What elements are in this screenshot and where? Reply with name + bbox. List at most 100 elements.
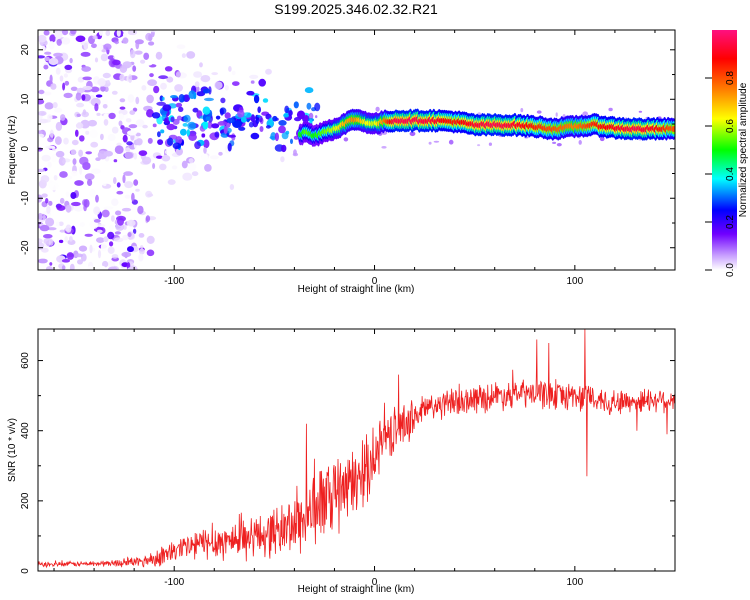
- spectrogram-cell: [192, 107, 199, 113]
- spectrogram-cell: [61, 259, 71, 263]
- spectrogram-cell: [113, 237, 124, 243]
- spectrogram-cell: [255, 116, 260, 125]
- spectrogram-cell: [109, 241, 114, 247]
- spectrogram-cell: [121, 251, 132, 258]
- spectrogram-cell: [194, 141, 201, 150]
- spectrogram-cell: [608, 107, 613, 112]
- spectrogram-cell: [43, 234, 53, 239]
- spectrogram-cell: [175, 71, 181, 78]
- spectrogram-cell: [193, 92, 197, 100]
- spectrogram-cell: [240, 116, 247, 123]
- spectrogram-cell: [101, 209, 110, 218]
- spectrogram-cell: [124, 151, 135, 159]
- spectrogram-cell: [38, 168, 46, 173]
- spectrogram-cell: [226, 117, 235, 124]
- spectrogram-cell: [133, 179, 139, 186]
- spectrogram-cell: [194, 81, 200, 88]
- spectrogram-cell: [599, 136, 605, 142]
- spectrogram-cell: [127, 246, 134, 253]
- spectrogram-cell: [49, 34, 56, 43]
- spectrogram-cell: [71, 139, 79, 146]
- spectrogram-cell: [219, 108, 224, 116]
- spectrogram-y-axis: -20 -10 0 10 20: [20, 44, 675, 255]
- spectrogram-cell: [121, 207, 132, 212]
- spectrogram-cell: [41, 193, 48, 198]
- spectrogram-cell: [166, 76, 174, 83]
- spectrogram-cell: [55, 121, 63, 131]
- spectrogram-x-label: Height of straight line (km): [298, 284, 415, 295]
- spectrogram-cell: [128, 74, 133, 83]
- x-tick-label: -100: [164, 577, 184, 588]
- spectrogram-cell: [91, 168, 101, 174]
- spectrogram-cell: [242, 112, 252, 118]
- spectrogram-cell: [72, 158, 77, 166]
- spectrogram-cell: [375, 106, 380, 112]
- spectrogram-cell: [117, 217, 124, 226]
- spectrogram-cell: [138, 233, 145, 238]
- spectrogram-cell: [132, 65, 137, 72]
- spectrogram-cell: [181, 160, 188, 169]
- spectrogram-cell: [53, 175, 58, 181]
- spectrogram-cell: [124, 181, 134, 189]
- spectrogram-y-label: Frequency (Hz): [7, 116, 18, 185]
- spectrogram-cell: [48, 200, 53, 206]
- spectrogram-cell: [52, 102, 58, 109]
- spectrogram-cell: [126, 219, 136, 227]
- spectrogram-cell: [90, 97, 101, 107]
- spectrogram-cell: [111, 254, 119, 259]
- spectrogram-cell: [283, 113, 289, 118]
- spectrogram-cell: [94, 57, 99, 63]
- spectrogram-cell: [145, 215, 151, 223]
- spectrogram-cell: [135, 40, 140, 50]
- spectrogram-cell: [178, 94, 185, 103]
- spectrogram-cell: [122, 134, 128, 143]
- spectrogram-cell: [60, 114, 66, 121]
- spectrogram-cell: [119, 98, 126, 103]
- spectrogram-cell: [50, 83, 57, 90]
- spectrogram-cell: [62, 158, 66, 165]
- spectrogram-cell: [48, 239, 54, 246]
- spectrogram-cell: [65, 191, 70, 198]
- spectrogram-cell: [38, 130, 43, 134]
- x-tick-label: 100: [566, 577, 583, 588]
- spectrogram-cell: [259, 126, 264, 132]
- y-tick-label: 200: [20, 492, 31, 509]
- spectrogram-cell: [57, 242, 62, 247]
- spectrogram-cell: [85, 130, 90, 135]
- spectrogram-cell: [175, 136, 183, 145]
- spectrogram-cell: [58, 239, 64, 244]
- spectrogram-cell: [69, 263, 75, 270]
- spectrogram-cell: [138, 253, 144, 262]
- spectrogram-cell: [175, 102, 183, 108]
- spectrogram-cell: [137, 205, 144, 215]
- spectrogram-cell: [149, 73, 154, 78]
- spectrogram-cell: [62, 82, 66, 91]
- spectrogram-cell: [229, 184, 235, 190]
- spectrogram-cell: [281, 132, 289, 140]
- spectrogram-cell: [409, 131, 416, 137]
- spectrogram-x-axis: -100 0 100: [53, 30, 656, 287]
- spectrogram-cell: [38, 147, 43, 152]
- spectrogram-cell: [107, 266, 118, 270]
- spectrogram-cell: [238, 126, 246, 131]
- spectrogram-cell: [144, 58, 154, 66]
- spectrogram-cell: [210, 155, 219, 160]
- spectrogram-cell: [81, 94, 86, 101]
- spectrogram-cell: [202, 120, 209, 130]
- spectrogram-cell: [102, 72, 111, 79]
- spectrogram-cell: [135, 188, 140, 192]
- spectrogram-cell: [114, 231, 121, 235]
- colorbar-ticks: 0.0 0.2 0.4 0.6 0.8: [705, 71, 736, 277]
- spectrogram-cell: [46, 266, 53, 270]
- spectrogram-cell: [49, 129, 54, 139]
- spectrogram-cell: [87, 265, 94, 270]
- spectrogram-cell: [84, 56, 89, 65]
- spectrogram-cell: [125, 118, 132, 123]
- spectrogram-cell: [100, 242, 107, 252]
- spectrogram-cell: [143, 52, 150, 60]
- colorbar-label: Normalized spectral amplitude: [738, 82, 749, 217]
- spectrogram-cell: [103, 206, 114, 210]
- spectrogram-cell: [47, 114, 53, 121]
- spectrogram-cell: [224, 85, 229, 91]
